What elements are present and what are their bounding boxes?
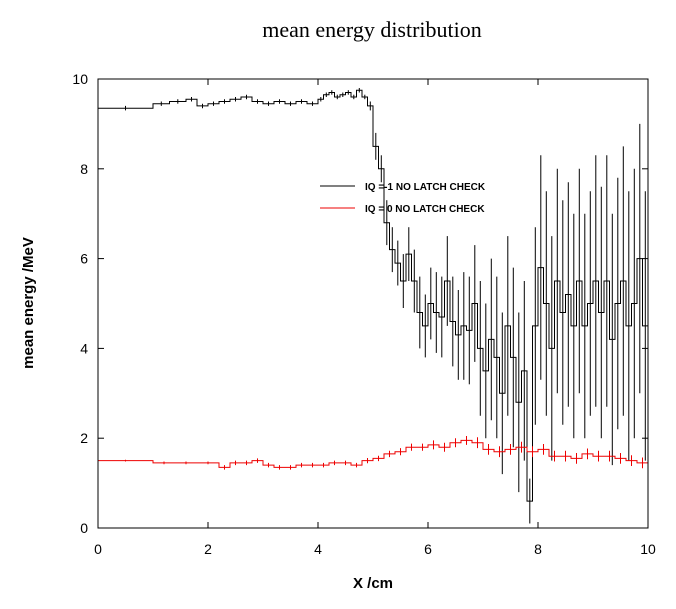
x-tick-label: 6 (424, 541, 432, 557)
x-tick-label: 8 (534, 541, 542, 557)
y-tick-label: 2 (80, 430, 88, 446)
x-axis-label: X /cm (353, 575, 393, 592)
series-layer (98, 88, 648, 524)
legend: IQ =-1 NO LATCH CHECK IQ = 0 NO LATCH CH… (320, 182, 486, 215)
series-1 (98, 436, 648, 470)
y-tick-label: 8 (80, 161, 88, 177)
x-tick-label: 10 (640, 541, 656, 557)
y-axis-label: mean energy /MeV (20, 237, 37, 369)
series-line (98, 89, 648, 502)
series-line (98, 439, 648, 468)
y-tick-label: 6 (80, 251, 88, 267)
ticks-layer: 0 2 4 6 8 10 0 2 4 6 8 10 (72, 71, 656, 557)
x-tick-label: 0 (94, 541, 102, 557)
y-tick-label: 10 (72, 71, 88, 87)
legend-label-iq-minus-1: IQ =-1 NO LATCH CHECK (365, 182, 486, 193)
legend-label-iq-0: IQ = 0 NO LATCH CHECK (365, 204, 485, 215)
plot-frame (97, 78, 649, 529)
x-tick-label: 2 (204, 541, 212, 557)
x-tick-label: 4 (314, 541, 322, 557)
y-tick-label: 0 (80, 520, 88, 536)
chart-title: mean energy distribution (262, 17, 482, 42)
y-tick-label: 4 (80, 340, 88, 356)
series-0 (98, 88, 648, 524)
